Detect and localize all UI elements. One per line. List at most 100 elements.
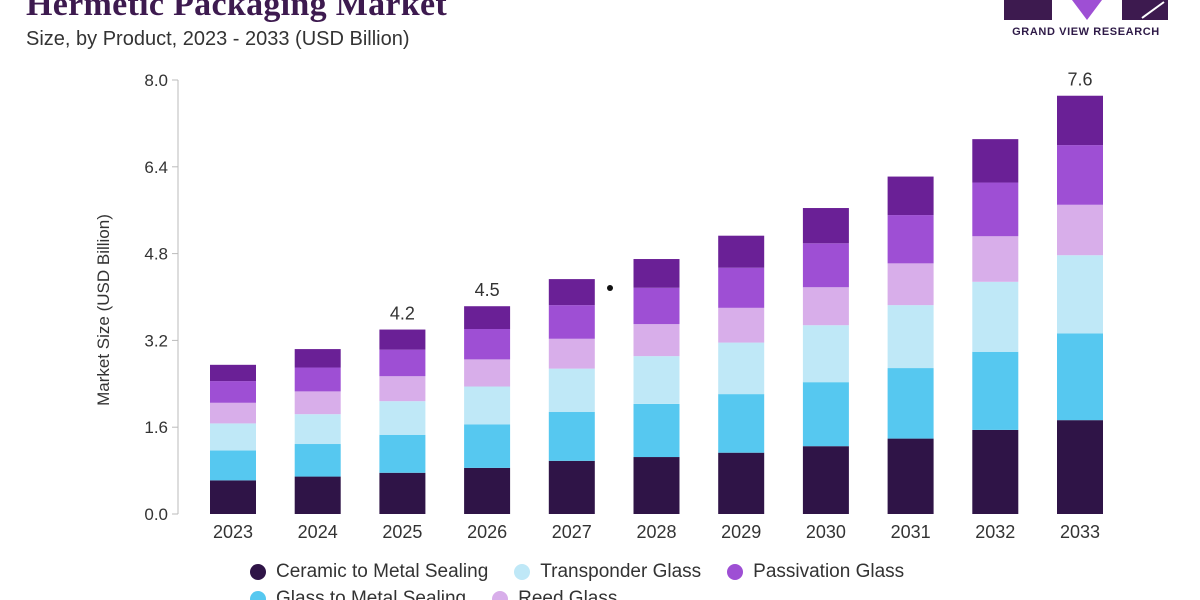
chart-legend: Ceramic to Metal Sealing Transponder Glas…	[250, 558, 1190, 600]
bar-segment	[718, 267, 765, 308]
y-tick-label: 3.2	[144, 331, 168, 350]
legend-item: Ceramic to Metal Sealing	[250, 561, 488, 583]
legend-label: Reed Glass	[518, 587, 618, 600]
bar-segment	[379, 401, 426, 435]
data-label: 4.2	[390, 304, 415, 324]
x-tick-label: 2024	[298, 522, 338, 542]
bar-segment	[294, 476, 341, 514]
bar-segment	[972, 429, 1019, 514]
bar-segment	[633, 457, 680, 514]
legend-label: Glass to Metal Sealing	[276, 587, 467, 600]
x-tick-label: 2023	[213, 522, 253, 542]
bar-segment	[718, 452, 765, 514]
brand-logo: GRAND VIEW RESEARCH	[1002, 0, 1170, 44]
bar-segment	[464, 329, 511, 360]
legend-item: Glass to Metal Sealing	[250, 588, 466, 600]
bar-segment	[548, 279, 595, 306]
bar-segment	[379, 349, 426, 377]
bar-segment	[633, 403, 680, 458]
bar-segment	[464, 359, 511, 387]
bar-segment	[887, 215, 934, 264]
x-tick-label: 2030	[806, 522, 846, 542]
x-tick-label: 2028	[636, 522, 676, 542]
bar-segment	[802, 243, 849, 288]
bar-segment	[294, 391, 341, 415]
bar-segment	[887, 176, 934, 216]
legend-row: Ceramic to Metal Sealing Transponder Glas…	[250, 558, 1190, 585]
bar-segment	[379, 329, 426, 350]
bar-segment	[464, 467, 511, 514]
bar-segment	[548, 368, 595, 413]
chart-axes: 0.0 1.6 3.2 4.8 6.4 8.0	[144, 71, 179, 524]
bar-segment	[1057, 420, 1103, 514]
bar-segment	[210, 364, 256, 382]
bar-segment	[802, 382, 849, 447]
logo-mark-icon	[1004, 0, 1168, 20]
bar-segment	[210, 423, 256, 451]
y-tick-label: 1.6	[144, 418, 168, 437]
legend-item: Reed Glass	[492, 588, 617, 600]
bar-segment	[294, 349, 341, 368]
chart-subtitle: Size, by Product, 2023 - 2033 (USD Billi…	[26, 28, 410, 50]
legend-label: Passivation Glass	[753, 560, 905, 582]
legend-row: Glass to Metal Sealing Reed Glass	[250, 585, 1190, 600]
bar-segment	[210, 381, 256, 403]
bar-segment	[210, 402, 256, 424]
bar-segment	[718, 307, 765, 343]
bar-segment	[887, 438, 934, 514]
legend-swatch	[250, 590, 266, 600]
bar-segment	[548, 305, 595, 339]
bar-segment	[633, 259, 680, 288]
stray-dot	[607, 285, 613, 291]
chart-title: Hermetic Packaging Market	[26, 0, 448, 23]
bar-segment	[972, 236, 1019, 282]
bar-segment	[718, 235, 765, 268]
x-tick-label: 2025	[382, 522, 422, 542]
bar-segment	[464, 424, 511, 468]
bar-segment	[972, 351, 1019, 430]
bar-segment	[210, 480, 256, 514]
bar-segment	[633, 324, 680, 357]
x-tick-label: 2031	[891, 522, 931, 542]
y-tick-label: 0.0	[144, 505, 168, 524]
bar-segment	[718, 394, 765, 453]
bar-segment	[1057, 145, 1103, 205]
legend-label: Transponder Glass	[540, 560, 702, 582]
bar-segment	[1057, 333, 1103, 421]
bar-segment	[294, 444, 341, 477]
bar-segment	[294, 414, 341, 445]
bar-segment	[802, 287, 849, 326]
bar-segment	[802, 325, 849, 383]
x-tick-label: 2027	[552, 522, 592, 542]
bar-segment	[464, 386, 511, 425]
bar-segment	[548, 338, 595, 369]
bar-segment	[294, 367, 341, 392]
bar-segment	[379, 376, 426, 402]
stacked-bar-chart: 0.0 1.6 3.2 4.8 6.4 8.0 2023 2024 2025 2026 2027 2…	[144, 70, 1103, 542]
y-tick-label: 8.0	[144, 71, 168, 90]
bar-segment	[887, 368, 934, 439]
bar-segment	[1057, 95, 1103, 146]
legend-swatch	[514, 563, 531, 580]
legend-label: Ceramic to Metal Sealing	[276, 560, 489, 582]
bar-segment	[802, 208, 849, 244]
bar-segment	[887, 263, 934, 306]
data-label: 4.5	[475, 280, 500, 300]
bar-segment	[972, 182, 1019, 237]
bar-segment	[548, 460, 595, 514]
bar-segment	[464, 306, 511, 330]
legend-item: Passivation Glass	[727, 561, 904, 583]
legend-swatch	[727, 563, 744, 580]
x-tick-label: 2026	[467, 522, 507, 542]
bar-segment	[972, 281, 1019, 352]
chart-bars	[210, 95, 1103, 514]
bar-segment	[379, 434, 426, 473]
y-tick-label: 6.4	[144, 158, 168, 177]
chart-labels: 2023 2024 2025 2026 2027 2028 2029 2030 2031 2032…	[213, 70, 1100, 542]
x-tick-label: 2033	[1060, 522, 1100, 542]
bar-segment	[633, 356, 680, 404]
bar-segment	[548, 412, 595, 461]
y-tick-label: 4.8	[144, 245, 168, 264]
legend-swatch	[492, 590, 509, 600]
bar-segment	[379, 472, 426, 514]
